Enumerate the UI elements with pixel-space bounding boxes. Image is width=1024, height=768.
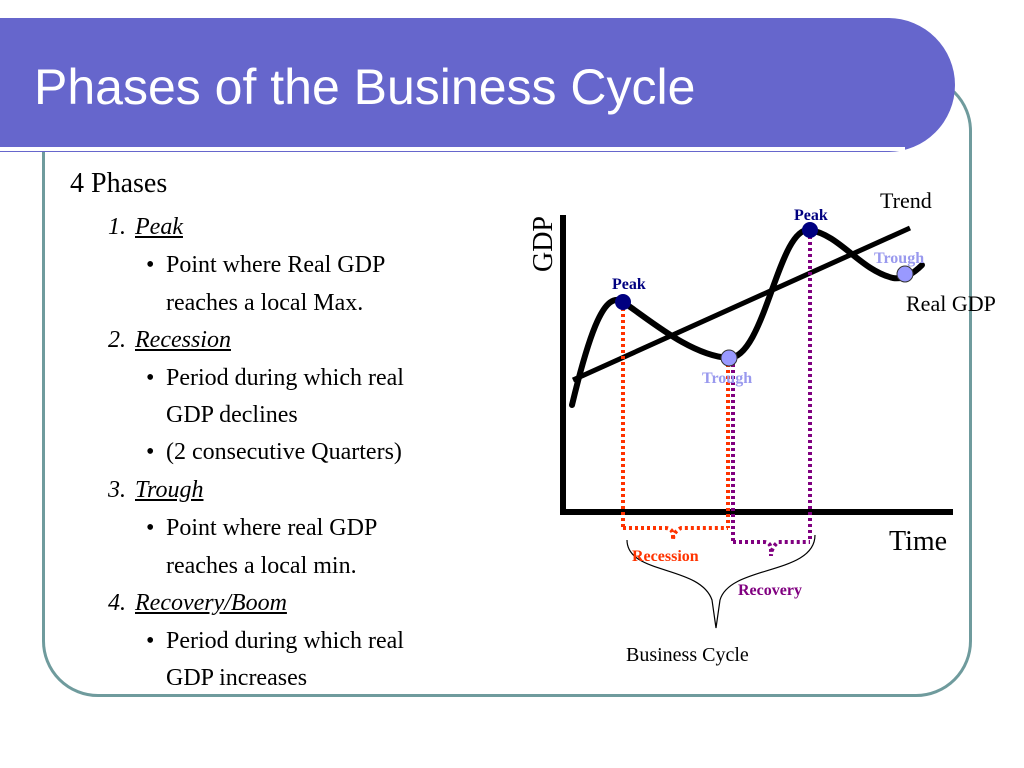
business-cycle-label: Business Cycle	[626, 644, 749, 666]
recession-label: Recession	[632, 548, 699, 565]
recession-bullet-line-1: Period during which real	[166, 365, 404, 391]
phase-number-4: 4.	[108, 590, 126, 616]
peak-bullet-line-2: reaches a local Max.	[166, 290, 364, 316]
phase-number-1: 1.	[108, 214, 126, 240]
recovery-bullet-line-1: Period during which real	[166, 628, 404, 654]
bullet-symbol: •	[146, 252, 155, 278]
peak-point-2	[802, 222, 818, 238]
peak-bullet-line-1: Point where Real GDP	[166, 252, 386, 278]
phase-number-3: 3.	[108, 477, 126, 503]
recovery-label: Recovery	[738, 582, 802, 599]
trough-point-1	[720, 349, 738, 367]
trough-label-2: Trough	[874, 250, 924, 267]
trough-bullet-line-2: reaches a local min.	[166, 553, 357, 579]
trend-label: Trend	[880, 188, 932, 213]
trough-label-1: Trough	[702, 370, 752, 387]
phase-number-2: 2.	[108, 327, 126, 353]
bullet-symbol: •	[146, 515, 155, 541]
business-cycle-brace	[626, 534, 816, 629]
y-axis-label: GDP	[528, 216, 559, 272]
phase-name-trough: Trough	[135, 477, 204, 503]
recovery-bullet-line-2: GDP increases	[166, 665, 308, 691]
recession-brace	[623, 526, 728, 541]
x-axis-label: Time	[889, 526, 947, 557]
phase-name-recession: Recession	[135, 327, 231, 353]
phase-name-peak: Peak	[135, 214, 183, 240]
bullet-symbol: •	[146, 439, 155, 465]
bullet-symbol: •	[146, 628, 155, 654]
recession-bullet-line-2: GDP declines	[166, 402, 298, 428]
phases-heading: 4 Phases	[70, 168, 168, 199]
trough-point-2	[896, 265, 914, 283]
real-gdp-label: Real GDP	[906, 291, 996, 316]
peak-label-1: Peak	[612, 276, 646, 293]
bullet-symbol: •	[146, 365, 155, 391]
slide-frame	[42, 75, 972, 697]
slide-title: Phases of the Business Cycle	[34, 59, 696, 115]
recovery-brace	[733, 540, 810, 557]
peak-label-2: Peak	[794, 207, 828, 224]
trough-bullet-line-1: Point where real GDP	[166, 515, 378, 541]
title-underline	[0, 147, 905, 151]
phase-name-recovery: Recovery/Boom	[135, 590, 287, 616]
peak-point-1	[615, 294, 631, 310]
title-bar: Phases of the Business Cycle	[0, 18, 955, 152]
recession-bullet-2: (2 consecutive Quarters)	[166, 439, 402, 465]
